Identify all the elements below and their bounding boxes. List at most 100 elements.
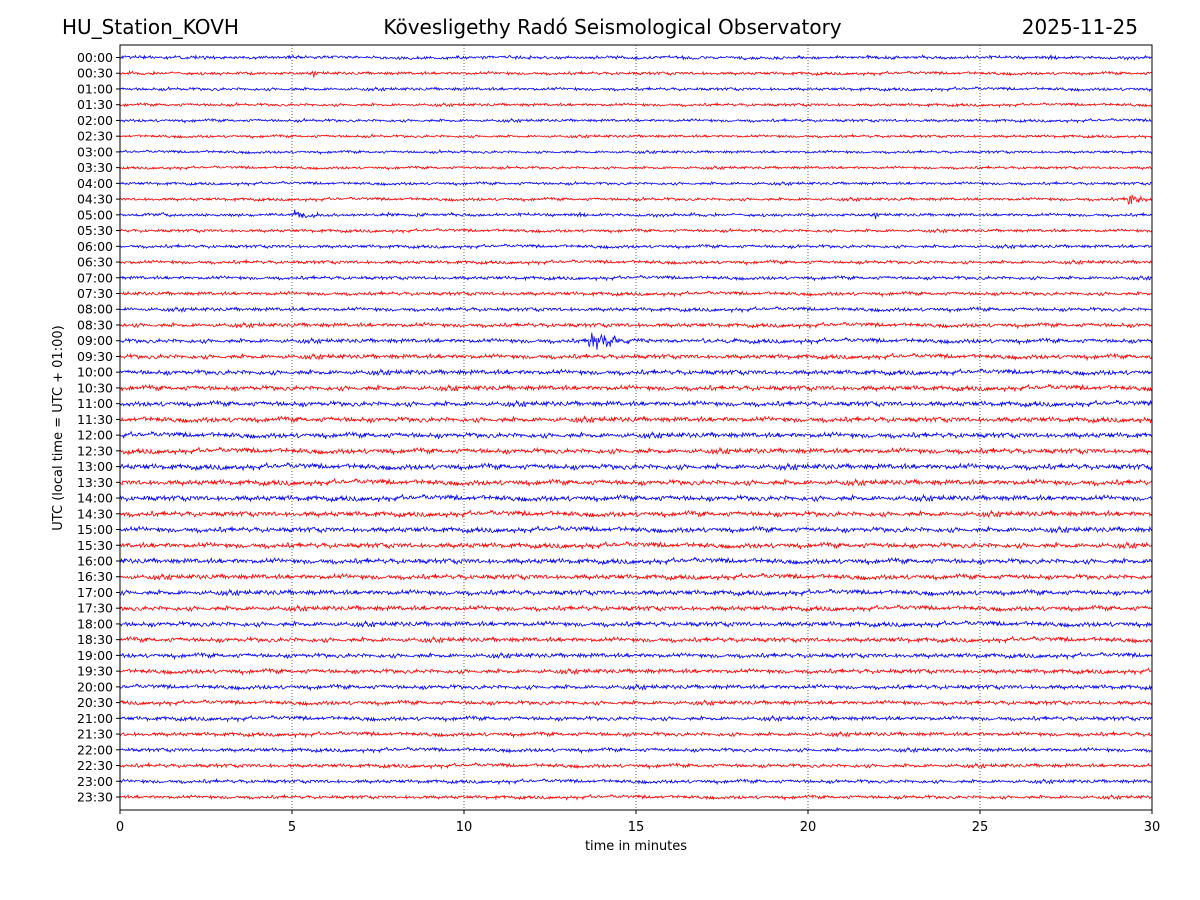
x-tick-label-15: 15 (628, 820, 645, 835)
trace-17:30 (119, 604, 1153, 613)
trace-03:00 (119, 149, 1153, 155)
y-tick-label-03:00: 03:00 (77, 144, 113, 159)
y-tick-label-06:30: 06:30 (77, 255, 113, 270)
trace-23:30 (119, 793, 1153, 801)
y-tick-label-19:30: 19:30 (77, 664, 113, 679)
x-tick-label-25: 25 (972, 820, 989, 835)
trace-01:30 (119, 101, 1153, 108)
y-tick-label-01:00: 01:00 (77, 81, 113, 96)
trace-18:30 (119, 635, 1153, 645)
y-tick-label-23:30: 23:30 (77, 790, 113, 805)
y-tick-label-12:30: 12:30 (77, 443, 113, 458)
trace-05:30 (119, 227, 1153, 234)
y-tick-label-06:00: 06:00 (77, 239, 113, 254)
y-tick-label-09:30: 09:30 (77, 349, 113, 364)
trace-15:30 (119, 540, 1153, 550)
y-tick-label-14:30: 14:30 (77, 506, 113, 521)
y-tick-label-02:00: 02:00 (77, 113, 113, 128)
y-tick-label-19:00: 19:00 (77, 648, 113, 663)
y-tick-label-16:00: 16:00 (77, 553, 113, 568)
y-tick-label-07:30: 07:30 (77, 286, 113, 301)
trace-21:00 (119, 714, 1153, 723)
trace-23:00 (119, 777, 1153, 786)
y-tick-label-10:00: 10:00 (77, 365, 113, 380)
y-tick-label-00:30: 00:30 (77, 66, 113, 81)
y-tick-label-22:30: 22:30 (77, 758, 113, 773)
y-tick-label-13:00: 13:00 (77, 459, 113, 474)
trace-14:00 (119, 493, 1153, 503)
trace-06:30 (119, 258, 1153, 266)
y-tick-label-00:00: 00:00 (77, 50, 113, 65)
station-name: HU_Station_KOVH (62, 15, 239, 39)
trace-20:30 (119, 699, 1153, 708)
trace-11:30 (119, 415, 1153, 425)
y-tick-label-18:30: 18:30 (77, 632, 113, 647)
y-axis-label: UTC (local time = UTC + 01:00) (51, 325, 66, 530)
trace-09:00 (119, 332, 1153, 350)
trace-22:30 (119, 761, 1153, 770)
y-tick-label-05:30: 05:30 (77, 223, 113, 238)
y-tick-label-21:00: 21:00 (77, 711, 113, 726)
y-tick-label-16:30: 16:30 (77, 569, 113, 584)
y-tick-label-20:30: 20:30 (77, 695, 113, 710)
trace-22:00 (119, 746, 1153, 754)
trace-10:00 (119, 368, 1153, 377)
trace-08:00 (119, 306, 1153, 314)
trace-10:30 (119, 383, 1153, 393)
trace-16:00 (119, 556, 1152, 566)
trace-03:30 (119, 164, 1153, 171)
trace-00:30 (119, 70, 1153, 78)
y-tick-label-13:30: 13:30 (77, 475, 113, 490)
y-tick-label-15:30: 15:30 (77, 538, 113, 553)
y-tick-label-17:30: 17:30 (77, 601, 113, 616)
y-tick-label-11:00: 11:00 (77, 396, 113, 411)
y-axis: 00:0000:3001:0001:3002:0002:3003:0003:30… (77, 50, 120, 805)
y-tick-label-18:00: 18:00 (77, 616, 113, 631)
record-date: 2025-11-25 (1021, 15, 1138, 39)
y-tick-label-12:00: 12:00 (77, 428, 113, 443)
y-tick-label-21:30: 21:30 (77, 727, 113, 742)
trace-02:30 (119, 133, 1153, 140)
trace-18:00 (119, 619, 1153, 629)
trace-06:00 (119, 243, 1153, 250)
y-tick-label-01:30: 01:30 (77, 97, 113, 112)
y-tick-label-04:00: 04:00 (77, 176, 113, 191)
trace-20:00 (119, 683, 1153, 692)
trace-19:00 (119, 651, 1153, 661)
trace-05:00 (119, 209, 1153, 220)
y-tick-label-17:00: 17:00 (77, 585, 113, 600)
trace-07:00 (119, 274, 1153, 282)
trace-17:00 (119, 588, 1153, 598)
trace-13:30 (119, 477, 1153, 488)
y-tick-label-20:00: 20:00 (77, 679, 113, 694)
y-tick-label-11:30: 11:30 (77, 412, 113, 427)
trace-09:30 (119, 352, 1153, 362)
trace-04:00 (119, 180, 1153, 187)
trace-12:00 (119, 430, 1153, 440)
y-tick-label-08:00: 08:00 (77, 302, 113, 317)
trace-15:00 (119, 525, 1153, 535)
y-tick-label-10:30: 10:30 (77, 380, 113, 395)
y-tick-label-02:30: 02:30 (77, 129, 113, 144)
y-tick-label-07:00: 07:00 (77, 270, 113, 285)
trace-21:30 (119, 730, 1153, 739)
trace-00:00 (119, 54, 1153, 61)
x-axis: 0 5 10 15 20 25 30 (116, 810, 1160, 835)
trace-16:30 (119, 572, 1153, 582)
trace-13:00 (119, 461, 1153, 472)
y-tick-label-08:30: 08:30 (77, 317, 113, 332)
x-tick-label-30: 30 (1144, 820, 1161, 835)
y-tick-label-23:00: 23:00 (77, 774, 113, 789)
x-tick-label-0: 0 (116, 820, 124, 835)
y-tick-label-04:30: 04:30 (77, 192, 113, 207)
gridlines (291, 45, 981, 810)
y-tick-label-22:00: 22:00 (77, 742, 113, 757)
y-tick-label-14:00: 14:00 (77, 491, 113, 506)
traces (119, 54, 1153, 801)
observatory-title: Kövesligethy Radó Seismological Observat… (383, 15, 842, 39)
trace-08:30 (119, 321, 1153, 330)
x-tick-label-20: 20 (800, 820, 817, 835)
y-tick-label-15:00: 15:00 (77, 522, 113, 537)
trace-12:30 (119, 446, 1153, 456)
